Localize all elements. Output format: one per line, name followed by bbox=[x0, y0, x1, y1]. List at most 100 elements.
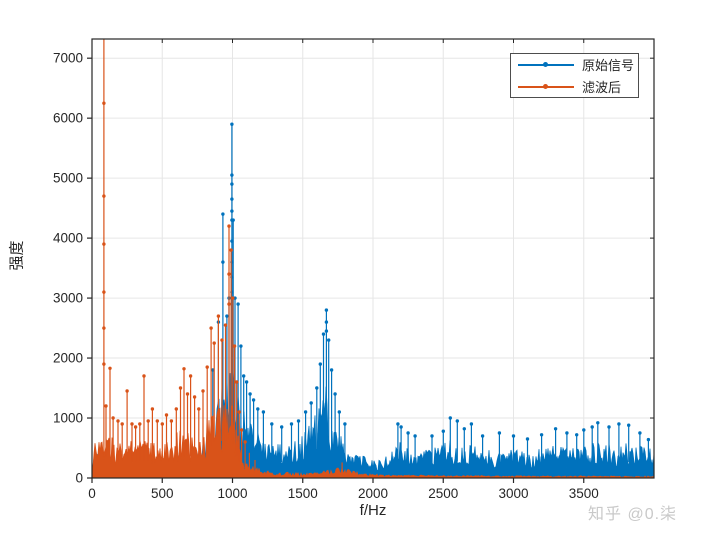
peak-marker-0 bbox=[230, 197, 234, 201]
peak-marker-0 bbox=[596, 421, 600, 425]
y-tick-label: 1000 bbox=[53, 411, 83, 426]
y-tick-label: 7000 bbox=[53, 51, 83, 66]
peak-marker-1 bbox=[232, 344, 237, 348]
peak-marker-0 bbox=[329, 368, 334, 372]
peak-marker-0 bbox=[337, 410, 341, 414]
peak-marker-1 bbox=[102, 101, 106, 105]
legend-label-filtered: 滤波后 bbox=[582, 80, 622, 95]
y-tick-label: 4000 bbox=[53, 231, 83, 246]
x-tick-label: 0 bbox=[88, 486, 96, 501]
peak-marker-1 bbox=[130, 422, 134, 426]
peak-marker-0 bbox=[230, 122, 234, 126]
legend: 原始信号 滤波后 bbox=[510, 53, 639, 98]
peak-marker-0 bbox=[480, 434, 485, 438]
peak-marker-0 bbox=[590, 425, 594, 429]
y-tick-label: 3000 bbox=[53, 291, 83, 306]
legend-entry-filtered: 滤波后 bbox=[511, 77, 638, 96]
peak-marker-0 bbox=[455, 419, 459, 423]
y-tick-label: 6000 bbox=[53, 111, 83, 126]
y-tick-label: 5000 bbox=[53, 171, 83, 186]
legend-label-original: 原始信号 bbox=[582, 58, 635, 73]
peak-marker-1 bbox=[104, 404, 108, 408]
peak-marker-1 bbox=[102, 242, 106, 246]
peak-marker-1 bbox=[220, 338, 224, 342]
peak-marker-0 bbox=[497, 431, 502, 435]
x-tick-label: 3000 bbox=[498, 486, 528, 501]
peak-marker-0 bbox=[230, 218, 234, 222]
y-tick-label: 0 bbox=[75, 471, 83, 486]
peak-marker-0 bbox=[441, 429, 445, 433]
peak-marker-0 bbox=[646, 437, 651, 442]
peak-marker-0 bbox=[236, 302, 240, 306]
peak-marker-0 bbox=[396, 422, 400, 426]
peak-marker-0 bbox=[333, 392, 337, 396]
peak-marker-1 bbox=[223, 323, 228, 327]
peak-marker-1 bbox=[237, 410, 241, 414]
x-tick-label: 3500 bbox=[569, 486, 599, 501]
peak-marker-0 bbox=[230, 239, 234, 243]
peak-marker-0 bbox=[343, 422, 347, 426]
peak-marker-0 bbox=[256, 407, 260, 411]
peak-marker-0 bbox=[230, 182, 234, 186]
peak-marker-0 bbox=[289, 422, 294, 426]
peak-marker-1 bbox=[111, 416, 115, 420]
peak-marker-1 bbox=[108, 366, 112, 370]
y-tick-label: 2000 bbox=[53, 351, 83, 366]
peak-marker-1 bbox=[138, 422, 142, 426]
peak-marker-0 bbox=[462, 427, 466, 431]
peak-marker-0 bbox=[270, 422, 274, 426]
peak-marker-1 bbox=[169, 419, 174, 423]
peak-marker-0 bbox=[324, 308, 329, 312]
peak-marker-0 bbox=[280, 425, 284, 429]
peak-marker-0 bbox=[248, 392, 252, 396]
x-axis-label: f/Hz bbox=[359, 502, 387, 519]
peak-marker-0 bbox=[324, 320, 329, 324]
x-tick-label: 1000 bbox=[217, 486, 247, 501]
peak-marker-1 bbox=[231, 296, 235, 300]
x-tick-label: 2500 bbox=[428, 486, 458, 501]
peak-marker-1 bbox=[227, 302, 231, 306]
legend-line-sample-filtered bbox=[518, 82, 574, 92]
peak-marker-1 bbox=[192, 395, 197, 399]
peak-marker-0 bbox=[582, 428, 586, 432]
peak-marker-1 bbox=[178, 386, 183, 390]
peak-marker-1 bbox=[150, 407, 155, 411]
peak-marker-1 bbox=[142, 374, 146, 378]
x-tick-label: 500 bbox=[151, 486, 174, 501]
peak-marker-0 bbox=[251, 398, 256, 402]
peak-marker-0 bbox=[525, 437, 530, 441]
peak-marker-0 bbox=[638, 431, 642, 435]
peak-marker-0 bbox=[430, 434, 434, 438]
peak-marker-1 bbox=[201, 389, 205, 393]
peak-marker-0 bbox=[221, 212, 225, 216]
dot-marker-icon bbox=[543, 62, 548, 67]
peak-marker-0 bbox=[448, 416, 452, 420]
peak-marker-0 bbox=[469, 422, 474, 426]
peak-marker-1 bbox=[227, 272, 231, 276]
peak-marker-1 bbox=[102, 326, 106, 330]
peak-marker-1 bbox=[155, 419, 159, 423]
peak-marker-0 bbox=[318, 362, 322, 366]
peak-marker-0 bbox=[627, 423, 631, 427]
peak-marker-0 bbox=[221, 260, 225, 264]
peak-marker-0 bbox=[261, 410, 266, 414]
peak-marker-1 bbox=[235, 380, 239, 384]
peak-marker-1 bbox=[229, 248, 233, 252]
peak-marker-0 bbox=[296, 419, 301, 423]
peak-marker-1 bbox=[216, 314, 221, 318]
peak-marker-0 bbox=[315, 386, 319, 390]
peak-marker-0 bbox=[565, 431, 569, 435]
peak-marker-1 bbox=[243, 440, 247, 444]
peak-marker-0 bbox=[230, 209, 234, 213]
peak-marker-1 bbox=[102, 290, 106, 294]
peak-marker-1 bbox=[116, 419, 120, 423]
peak-marker-1 bbox=[212, 341, 216, 345]
peak-marker-0 bbox=[324, 329, 329, 333]
peak-marker-1 bbox=[120, 422, 124, 426]
peak-marker-1 bbox=[133, 425, 138, 429]
peak-marker-0 bbox=[239, 344, 243, 348]
peak-marker-0 bbox=[244, 380, 249, 384]
peak-marker-1 bbox=[205, 365, 209, 369]
peak-marker-1 bbox=[209, 326, 213, 330]
